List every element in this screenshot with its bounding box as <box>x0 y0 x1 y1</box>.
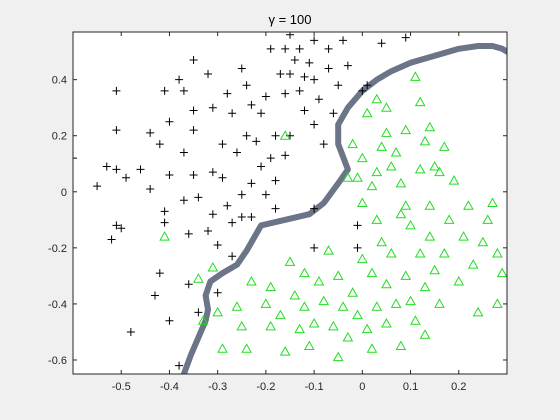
y-tick-label: 0.4 <box>52 75 67 87</box>
x-tick-label: -0.4 <box>160 381 179 393</box>
y-tick-label: -0.2 <box>48 243 67 255</box>
x-tick-label: -0.3 <box>208 381 227 393</box>
axes-background <box>73 32 507 374</box>
y-tick-label: 0.2 <box>52 131 67 143</box>
y-tick-label: -0.6 <box>48 355 67 367</box>
x-tick-label: 0.2 <box>451 381 466 393</box>
x-tick-label: 0.1 <box>403 381 418 393</box>
y-tick-label: 0 <box>61 187 67 199</box>
x-tick-label: -0.2 <box>256 381 275 393</box>
y-tick-label: -0.4 <box>48 299 67 311</box>
chart-title: γ = 100 <box>268 12 311 27</box>
x-tick-label: 0 <box>359 381 365 393</box>
x-tick-label: -0.5 <box>112 381 131 393</box>
x-tick-label: -0.1 <box>305 381 324 393</box>
